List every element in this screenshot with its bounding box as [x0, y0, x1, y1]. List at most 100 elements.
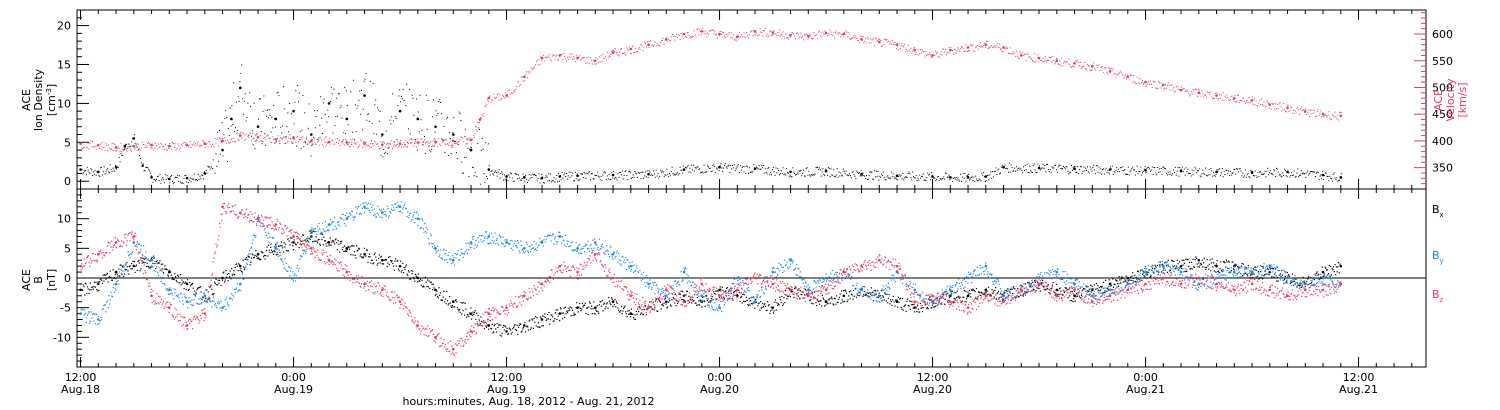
trace-dot — [327, 142, 329, 144]
top-series — [79, 27, 1343, 190]
trace-dot — [1040, 59, 1042, 61]
trace-dot — [904, 304, 907, 306]
trace-dot — [647, 177, 649, 179]
trace-dot — [116, 166, 118, 168]
trace-dot — [589, 63, 591, 65]
trace-dot — [923, 179, 925, 181]
y-tick-label: -10 — [53, 331, 71, 344]
trace-dot — [719, 30, 721, 32]
trace-dot — [345, 133, 347, 135]
trace-dot — [874, 176, 876, 178]
trace-dot — [1169, 269, 1171, 272]
trace-dot — [1073, 166, 1075, 168]
trace-dot — [889, 303, 891, 305]
trace-dot — [221, 277, 223, 279]
trace-dot — [1340, 265, 1342, 267]
trace-dot — [1126, 173, 1128, 175]
trace-dot — [881, 300, 883, 302]
trace-dot — [1281, 110, 1283, 112]
data-point — [1233, 96, 1236, 100]
trace-dot — [1103, 291, 1105, 294]
trace-dot — [444, 139, 446, 141]
trace-dot — [773, 310, 775, 312]
trace-dot — [150, 266, 152, 268]
trace-dot — [133, 148, 135, 150]
trace-dot — [980, 180, 982, 182]
trace-dot — [311, 138, 313, 140]
trace-dot — [1253, 273, 1255, 275]
top-right-ylabel: ACE Velocity [km/s] — [1432, 78, 1469, 122]
trace-dot — [329, 101, 331, 103]
trace-dot — [1008, 290, 1010, 292]
trace-dot — [655, 45, 657, 47]
trace-dot — [1017, 296, 1019, 298]
trace-dot — [1090, 291, 1093, 293]
trace-dot — [1330, 177, 1332, 179]
trace-dot — [842, 168, 844, 170]
trace-dot — [437, 297, 439, 299]
trace-dot — [1045, 288, 1047, 290]
trace-dot — [960, 180, 962, 182]
trace-dot — [219, 138, 221, 140]
data-point — [292, 276, 295, 280]
trace-dot — [1315, 172, 1317, 174]
trace-dot — [471, 143, 473, 145]
trace-dot — [1311, 113, 1313, 115]
trace-dot — [581, 173, 583, 175]
trace-dot — [805, 168, 807, 170]
trace-dot — [407, 146, 409, 148]
trace-dot — [1286, 271, 1289, 274]
trace-dot — [491, 170, 493, 172]
trace-dot — [208, 298, 210, 300]
trace-dot — [1114, 73, 1116, 75]
trace-dot — [819, 35, 821, 37]
trace-dot — [470, 140, 472, 142]
trace-dot — [676, 36, 678, 38]
trace-dot — [669, 174, 671, 176]
trace-dot — [98, 289, 100, 291]
trace-dot — [899, 48, 901, 50]
trace-dot — [248, 136, 250, 138]
trace-dot — [984, 181, 986, 183]
trace-dot — [579, 307, 581, 309]
trace-dot — [189, 177, 191, 179]
bottom-series — [79, 201, 1343, 357]
trace-dot — [363, 80, 365, 82]
trace-dot — [171, 180, 173, 182]
trace-dot — [1219, 267, 1221, 270]
trace-dot — [1114, 172, 1116, 174]
trace-dot — [1237, 267, 1240, 269]
trace-dot — [848, 32, 850, 34]
trace-dot — [605, 303, 608, 305]
trace-dot — [495, 172, 497, 174]
trace-dot — [266, 135, 268, 137]
trace-dot — [856, 293, 858, 295]
trace-dot — [461, 161, 463, 163]
trace-dot — [1081, 290, 1083, 292]
trace-dot — [607, 178, 609, 180]
trace-dot — [976, 298, 978, 300]
trace-dot — [814, 35, 816, 37]
trace-dot — [737, 165, 739, 167]
trace-dot — [452, 144, 454, 146]
trace-dot — [1116, 167, 1118, 169]
trace-dot — [1313, 278, 1316, 281]
trace-dot — [656, 43, 658, 45]
trace-dot — [499, 177, 501, 179]
trace-dot — [370, 259, 373, 261]
trace-dot — [536, 317, 538, 319]
trace-dot — [1245, 176, 1247, 178]
trace-dot — [1337, 180, 1339, 182]
trace-dot — [600, 305, 603, 307]
trace-dot — [698, 34, 700, 36]
trace-dot — [1285, 175, 1287, 177]
trace-dot — [321, 239, 323, 241]
trace-dot — [212, 143, 214, 145]
trace-dot — [592, 59, 594, 61]
trace-dot — [952, 180, 954, 182]
trace-dot — [207, 291, 209, 293]
trace-dot — [734, 170, 736, 172]
trace-dot — [857, 294, 859, 296]
trace-dot — [1043, 61, 1045, 63]
trace-dot — [597, 58, 599, 60]
